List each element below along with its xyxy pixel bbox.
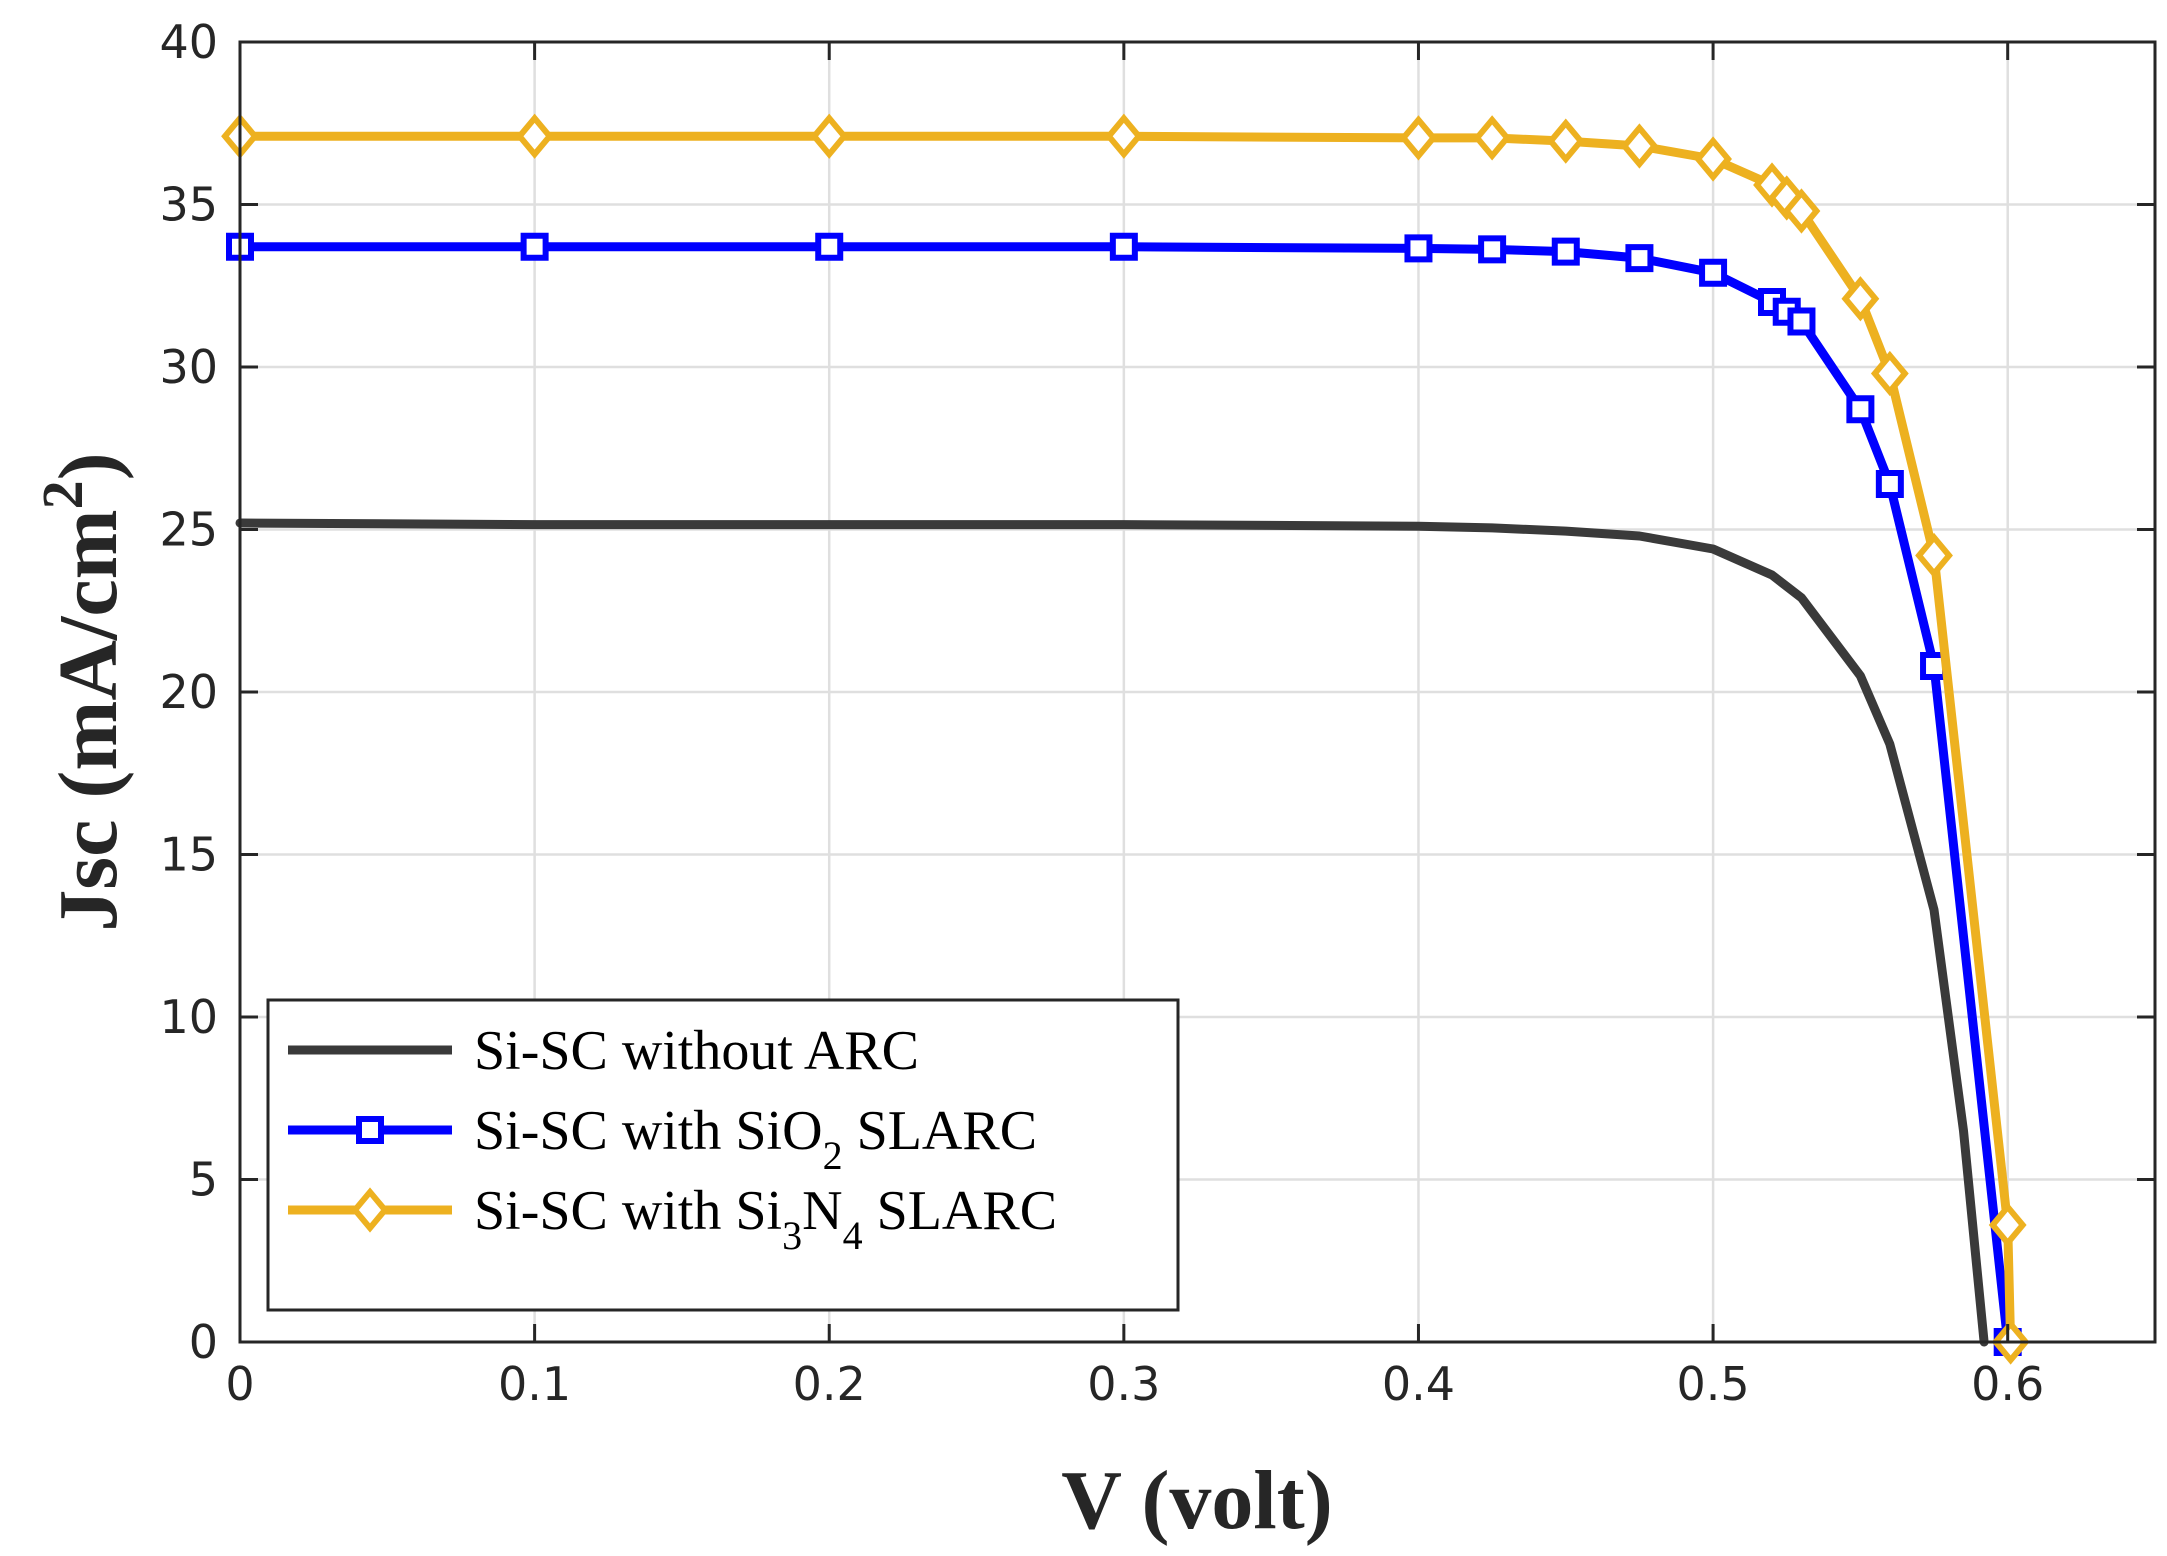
series-layer <box>221 113 2030 1365</box>
data-point <box>810 113 849 159</box>
y-tick-label: 0 <box>189 1315 218 1369</box>
legend-label-part: 4 <box>843 1213 863 1258</box>
y-tick-label: 25 <box>159 503 218 557</box>
data-point <box>1620 123 1659 169</box>
x-tick-label: 0 <box>225 1357 254 1411</box>
data-point <box>1846 395 1875 424</box>
data-point <box>520 232 549 261</box>
data-point <box>1109 232 1138 261</box>
legend-entry-1: Si-SC without ARC <box>288 1020 919 1082</box>
legend-label: Si-SC with Si3N4 SLARC <box>474 1180 1057 1258</box>
axis-ticks: 0 0.1 0.2 0.3 0.4 0.5 0.6 0 5 10 15 20 25 30 35 40 <box>159 15 2155 1411</box>
legend-label-part: Si-SC with Si <box>474 1180 782 1242</box>
series-line <box>235 518 1989 1347</box>
legend-entry-3: Si-SC with Si3N4 SLARC <box>288 1180 1057 1258</box>
data-point <box>815 232 844 261</box>
legend-label-part: SLARC <box>863 1180 1058 1242</box>
data-point <box>1478 235 1507 264</box>
series-2 <box>226 232 2022 1356</box>
data-point <box>515 113 554 159</box>
data-point <box>1870 350 1909 397</box>
x-tick-label: 0.3 <box>1087 1357 1160 1411</box>
data-point <box>1875 470 1904 498</box>
series-line <box>235 242 2013 1347</box>
data-point <box>1988 1202 2027 1248</box>
y-axis-title-main: Jsc (mA/cm <box>42 509 135 931</box>
data-point <box>1551 237 1580 266</box>
data-point <box>1782 188 1821 234</box>
data-point <box>1841 276 1880 322</box>
legend-label-part: Si-SC without ARC <box>474 1020 919 1082</box>
data-point <box>1473 115 1512 161</box>
y-tick-label: 20 <box>159 665 218 719</box>
y-axis-title: Jsc (mA/cm2) <box>30 452 135 931</box>
data-point <box>1399 115 1438 161</box>
series-3 <box>221 113 2030 1365</box>
legend-label: Si-SC with SiO2 SLARC <box>474 1100 1037 1178</box>
x-axis-title: V (volt) <box>1061 1454 1332 1547</box>
legend-marker <box>351 1187 389 1233</box>
data-point <box>1104 113 1143 159</box>
legend-entry-2: Si-SC with SiO2 SLARC <box>288 1100 1037 1178</box>
series-1 <box>235 518 1989 1347</box>
x-tick-label: 0.1 <box>498 1357 571 1411</box>
data-point <box>1625 244 1654 273</box>
x-tick-label: 0.2 <box>793 1357 866 1411</box>
data-point <box>1546 118 1585 164</box>
y-tick-label: 35 <box>159 178 218 232</box>
legend-label-part: N <box>802 1180 842 1242</box>
y-tick-label: 40 <box>159 15 218 69</box>
data-point <box>1404 234 1433 263</box>
legend-label-part: Si-SC with SiO <box>474 1100 823 1162</box>
y-tick-label: 10 <box>159 990 218 1044</box>
legend-marker <box>356 1116 384 1144</box>
data-point <box>1699 258 1728 287</box>
legend-label-part: 2 <box>823 1133 843 1178</box>
x-tick-label: 0.5 <box>1676 1357 1749 1411</box>
y-tick-label: 30 <box>159 340 218 394</box>
legend-label: Si-SC without ARC <box>474 1020 919 1082</box>
x-tick-label: 0.4 <box>1382 1357 1455 1411</box>
y-axis-title-close: ) <box>42 452 135 480</box>
y-tick-label: 15 <box>159 828 218 882</box>
x-tick-label: 0.6 <box>1971 1357 2044 1411</box>
y-axis-title-sup: 2 <box>30 480 95 509</box>
data-point <box>1787 307 1816 336</box>
y-tick-label: 5 <box>189 1153 218 1207</box>
data-point <box>1694 136 1732 182</box>
data-point <box>1915 532 1953 579</box>
legend-label-part: SLARC <box>843 1100 1038 1162</box>
legend-label-part: 3 <box>782 1213 802 1258</box>
